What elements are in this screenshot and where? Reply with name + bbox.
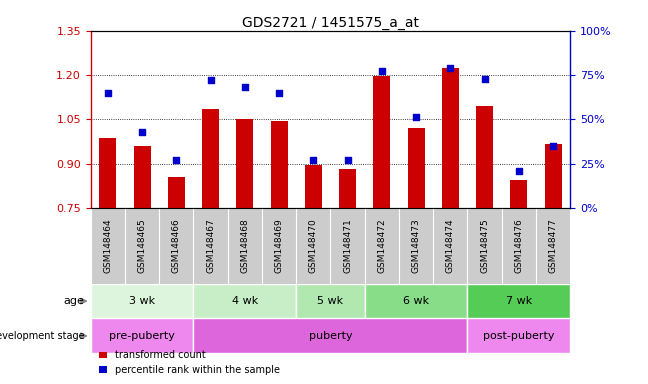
Bar: [476, 106, 493, 208]
Text: post-puberty: post-puberty: [483, 331, 555, 341]
Text: pre-puberty: pre-puberty: [109, 331, 175, 341]
Text: age: age: [64, 296, 84, 306]
Text: GSM148474: GSM148474: [446, 218, 455, 273]
Text: GSM148466: GSM148466: [172, 218, 181, 273]
Text: 3 wk: 3 wk: [129, 296, 155, 306]
Point: [480, 76, 490, 82]
Text: GSM148469: GSM148469: [275, 218, 284, 273]
Point: [514, 167, 524, 174]
Text: GSM148464: GSM148464: [103, 218, 112, 273]
Bar: [194, 284, 296, 318]
Text: GSM148468: GSM148468: [240, 218, 249, 273]
Bar: [271, 121, 288, 208]
Text: 5 wk: 5 wk: [318, 296, 343, 306]
Text: GSM148467: GSM148467: [206, 218, 215, 273]
Point: [308, 157, 319, 163]
Bar: [133, 146, 150, 208]
Bar: [339, 169, 356, 208]
Bar: [365, 284, 467, 318]
Bar: [544, 144, 562, 208]
Text: GSM148465: GSM148465: [137, 218, 146, 273]
Point: [240, 84, 250, 91]
Bar: [296, 284, 365, 318]
Text: GSM148471: GSM148471: [343, 218, 352, 273]
Bar: [168, 177, 185, 208]
Bar: [467, 284, 570, 318]
Text: 4 wk: 4 wk: [232, 296, 258, 306]
Point: [205, 77, 216, 83]
Bar: [373, 76, 390, 208]
Title: GDS2721 / 1451575_a_at: GDS2721 / 1451575_a_at: [242, 16, 419, 30]
Point: [411, 114, 421, 121]
Text: GSM148477: GSM148477: [549, 218, 558, 273]
Point: [274, 89, 284, 96]
Legend: transformed count, percentile rank within the sample: transformed count, percentile rank withi…: [96, 346, 284, 379]
Point: [137, 129, 147, 135]
Text: 6 wk: 6 wk: [403, 296, 429, 306]
Point: [548, 143, 559, 149]
Point: [171, 157, 181, 163]
Bar: [408, 128, 424, 208]
Text: GSM148470: GSM148470: [309, 218, 318, 273]
Bar: [202, 109, 219, 208]
Text: puberty: puberty: [308, 331, 353, 341]
Bar: [91, 284, 194, 318]
Point: [445, 65, 456, 71]
Text: GSM148472: GSM148472: [377, 218, 386, 273]
Bar: [510, 180, 527, 208]
Point: [102, 89, 113, 96]
Bar: [237, 119, 253, 208]
Point: [376, 68, 387, 74]
Bar: [442, 68, 459, 208]
Bar: [99, 139, 117, 208]
Text: development stage: development stage: [0, 331, 84, 341]
Text: GSM148476: GSM148476: [515, 218, 524, 273]
Bar: [467, 318, 570, 353]
Text: GSM148475: GSM148475: [480, 218, 489, 273]
Bar: [91, 318, 194, 353]
Text: 7 wk: 7 wk: [505, 296, 532, 306]
Point: [342, 157, 353, 163]
Bar: [194, 318, 467, 353]
Bar: [305, 165, 322, 208]
Text: GSM148473: GSM148473: [411, 218, 421, 273]
